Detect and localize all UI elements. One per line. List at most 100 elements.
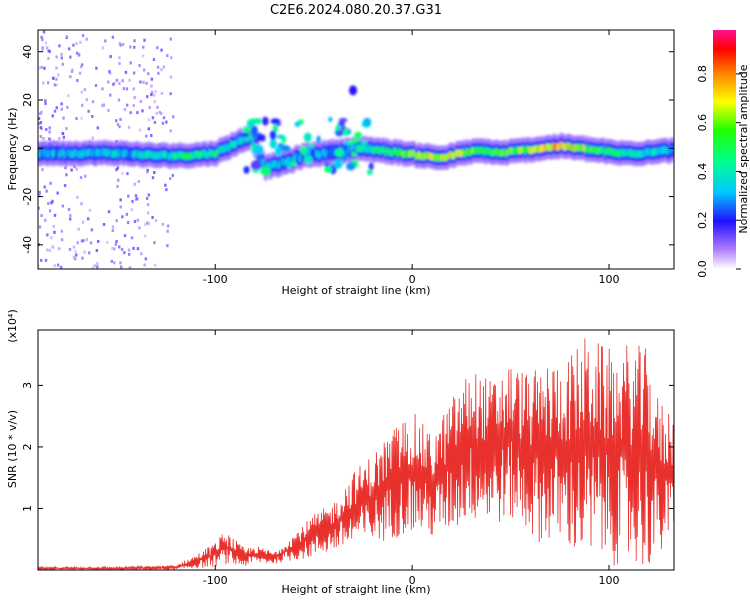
heatmap-ridge-core: [194, 150, 198, 158]
heatmap-noise-cell: [52, 224, 55, 228]
heatmap-ridge-core: [269, 163, 273, 172]
heatmap-noise-cell: [44, 99, 47, 103]
heatmap-noise-cell: [88, 251, 91, 255]
heatmap-ridge-core: [139, 151, 143, 159]
heatmap-noise-cell: [155, 111, 158, 115]
heatmap-ridge-core: [529, 147, 533, 155]
heatmap-ridge-core: [223, 145, 227, 153]
heatmap-ridge-core: [166, 152, 170, 160]
heatmap-noise-cell: [125, 87, 129, 91]
heatmap-noise-cell: [146, 211, 150, 215]
heatmap-ridge-core: [405, 151, 409, 159]
heatmap-ridge-core: [102, 148, 106, 156]
heatmap-ridge-core: [586, 144, 590, 152]
heatmap-noise-cell: [118, 125, 121, 129]
heatmap-blob: [259, 166, 269, 176]
heatmap-noise-cell: [169, 92, 172, 96]
heatmap-noise-cell: [145, 196, 149, 200]
heatmap-noise-cell: [61, 62, 65, 66]
heatmap-ridge-core: [221, 145, 225, 153]
heatmap-ridge-core: [481, 146, 486, 154]
heatmap-ridge-core: [442, 154, 447, 162]
heatmap-ridge-core: [327, 147, 331, 156]
heatmap-noise-cell: [53, 230, 56, 234]
heatmap-noise-cell: [81, 256, 84, 260]
heatmap-blob: [261, 116, 269, 126]
heatmap-ridge-core: [208, 148, 213, 157]
heatmap-noise-cell: [41, 168, 44, 172]
heatmap-blob: [308, 142, 315, 150]
heatmap-noise-cell: [61, 131, 64, 135]
heatmap-ridge-core: [543, 144, 548, 152]
heatmap-ridge-core: [72, 150, 76, 158]
heatmap-noise-cell: [64, 166, 67, 170]
heatmap-noise-cell: [61, 204, 65, 208]
heatmap-noise-cell: [152, 58, 156, 62]
heatmap-noise-cell: [80, 202, 83, 206]
colorbar-tick-label: 0.8: [696, 65, 709, 83]
heatmap-ridge-core: [456, 149, 461, 157]
spectrogram-panel: -100 0 100 -40 -20 0 20 40 Height of straight l…: [6, 29, 675, 297]
heatmap-noise-cell: [115, 119, 118, 123]
heatmap-ridge-core: [407, 149, 411, 157]
heatmap-noise-cell: [51, 114, 54, 118]
heatmap-ridge-core: [169, 152, 174, 160]
heatmap-noise-cell: [38, 206, 40, 210]
heatmap-noise-cell: [55, 106, 58, 110]
heatmap-ridge-core: [650, 149, 654, 157]
heatmap-noise-cell: [60, 229, 64, 233]
heatmap-noise-cell: [39, 135, 43, 139]
heatmap-ridge-core: [418, 150, 422, 159]
heatmap-noise-cell: [120, 247, 124, 251]
heatmap-noise-cell: [160, 111, 163, 115]
heatmap-noise-cell: [60, 102, 63, 106]
heatmap-noise-cell: [127, 252, 131, 256]
heatmap-ridge-core: [437, 154, 441, 162]
heatmap-noise-cell: [76, 79, 79, 83]
heatmap-noise-cell: [125, 212, 129, 216]
heatmap-noise-cell: [106, 240, 109, 244]
heatmap-ridge-core: [86, 149, 90, 157]
heatmap-ridge-core: [107, 148, 112, 157]
heatmap-noise-cell: [75, 51, 79, 55]
heatmap-blob: [366, 169, 373, 175]
heatmap-noise-cell: [114, 242, 118, 246]
heatmap-ridge-core: [104, 148, 108, 156]
heatmap-ridge-core: [545, 143, 549, 151]
heatmap-ridge-core: [233, 141, 237, 149]
heatmap-ridge-core: [120, 148, 124, 156]
heatmap-noise-cell: [169, 37, 172, 41]
heatmap-ridge-core: [210, 149, 214, 158]
heatmap-blob: [316, 135, 321, 144]
heatmap-ridge-core: [664, 146, 668, 154]
heatmap-ridge-core: [526, 145, 530, 153]
heatmap-blob: [290, 161, 297, 167]
heatmap-noise-cell: [69, 217, 72, 221]
heatmap-ridge-core: [536, 144, 540, 153]
heatmap-ridge-core: [152, 151, 156, 160]
heatmap-ridge-core: [508, 147, 512, 155]
heatmap-ridge-core: [74, 148, 78, 157]
heatmap-ridge-core: [648, 148, 652, 156]
heatmap-noise-cell: [102, 103, 105, 107]
heatmap-ridge-core: [125, 149, 129, 157]
heatmap-noise-cell: [166, 229, 169, 233]
heatmap-ridge-core: [527, 146, 532, 154]
heatmap-noise-cell: [80, 239, 84, 243]
heatmap-noise-cell: [165, 188, 168, 192]
heatmap-noise-cell: [138, 226, 141, 230]
heatmap-noise-cell: [139, 80, 142, 84]
heatmap-noise-cell: [39, 125, 42, 129]
heatmap-ridge-core: [403, 149, 408, 158]
heatmap-blob: [305, 148, 311, 155]
heatmap-ridge-core: [343, 147, 347, 155]
heatmap-ridge-core: [485, 147, 489, 155]
heatmap-noise-cell: [150, 134, 153, 138]
heatmap-noise-cell: [76, 195, 79, 199]
heatmap-ridge-core: [49, 148, 53, 156]
heatmap-noise-cell: [104, 39, 107, 43]
heatmap-noise-cell: [62, 116, 65, 120]
heatmap-ridge-core: [171, 151, 175, 159]
heatmap-noise-cell: [166, 244, 169, 248]
